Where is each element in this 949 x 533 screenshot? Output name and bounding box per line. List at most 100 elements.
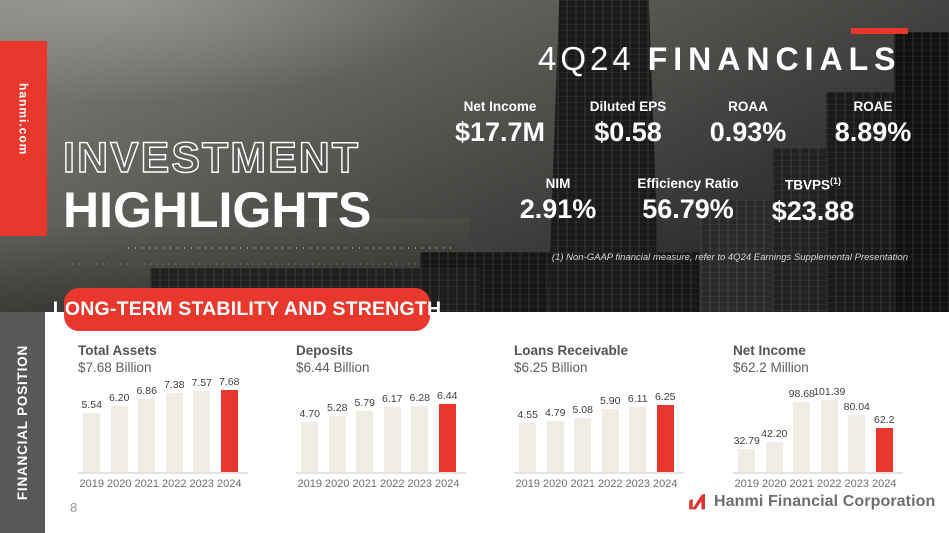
year-label: 2022 bbox=[817, 478, 842, 490]
year-label: 2019 bbox=[79, 478, 104, 490]
bar-cell: 6.25 bbox=[652, 391, 680, 472]
bar bbox=[383, 407, 401, 472]
chart-title: Deposits bbox=[296, 343, 354, 358]
year-label: 2021 bbox=[789, 478, 814, 490]
bar bbox=[793, 402, 811, 472]
bar bbox=[165, 393, 183, 472]
stat-net-income: Net Income $17.7M bbox=[455, 99, 545, 148]
company-logo: Hanmi Financial Corporation bbox=[687, 491, 935, 512]
bar-cell: 5.28 bbox=[324, 402, 352, 472]
year-label: 2023 bbox=[625, 478, 650, 490]
bar-value-label: 6.17 bbox=[382, 393, 403, 405]
bar-value-label: 5.28 bbox=[327, 402, 348, 414]
year-axis: 2019 2020 2021 2022 2023 2024 bbox=[78, 478, 248, 490]
title-label: FINANCIALS bbox=[647, 41, 902, 77]
bar-value-label: 6.86 bbox=[136, 385, 157, 397]
stat-label: ROAA bbox=[728, 99, 768, 114]
stat-value: 8.89% bbox=[834, 117, 912, 147]
stat-efficiency-ratio: Efficiency Ratio 56.79% bbox=[637, 176, 738, 225]
bar-cell: 7.57 bbox=[188, 377, 216, 472]
year-label: 2019 bbox=[734, 478, 759, 490]
stat-label: Diluted EPS bbox=[589, 99, 667, 114]
bar-area: 4.70 5.28 5.79 6.17 6.28 6.44 bbox=[296, 376, 466, 474]
year-label: 2022 bbox=[162, 478, 187, 490]
bar-value-label: 6.28 bbox=[409, 392, 430, 404]
bar bbox=[411, 406, 429, 472]
stat-label: ROAE bbox=[853, 99, 893, 114]
bar-cell: 7.68 bbox=[216, 376, 244, 472]
hero-heading: INVESTMENT HIGHLIGHTS bbox=[62, 135, 372, 239]
bar-value-label: 7.38 bbox=[164, 379, 185, 391]
bar bbox=[574, 418, 592, 472]
page-title: 4Q24 FINANCIALS bbox=[538, 40, 902, 78]
bar-cell: 5.54 bbox=[78, 399, 106, 472]
bar bbox=[875, 428, 893, 472]
bar bbox=[193, 391, 211, 472]
bar bbox=[848, 415, 866, 472]
bar bbox=[519, 423, 537, 472]
stat-value: $17.7M bbox=[454, 117, 546, 147]
bar-cell: 80.04 bbox=[843, 401, 871, 472]
year-label: 2020 bbox=[107, 478, 132, 490]
stat-tbvps: TBVPS(1) $23.88 bbox=[772, 176, 855, 227]
bar bbox=[546, 421, 564, 472]
year-axis: 2019 2020 2021 2022 2023 2024 bbox=[514, 478, 684, 490]
bar-value-label: 7.68 bbox=[219, 376, 240, 388]
year-label: 2020 bbox=[325, 478, 350, 490]
bar-value-label: 5.90 bbox=[600, 395, 621, 407]
stat-roaa: ROAA 0.93% bbox=[710, 99, 787, 148]
bar-cell: 6.86 bbox=[133, 385, 161, 472]
building-silhouette bbox=[894, 32, 949, 312]
bar bbox=[138, 399, 156, 472]
bar-value-label: 42.20 bbox=[761, 428, 788, 440]
bar-value-label: 62.2 bbox=[874, 414, 895, 426]
year-axis: 2019 2020 2021 2022 2023 2024 bbox=[296, 478, 466, 490]
stat-diluted-eps: Diluted EPS $0.58 bbox=[590, 99, 667, 148]
footnote-marker: (1) bbox=[830, 176, 841, 186]
year-label: 2019 bbox=[515, 478, 540, 490]
bar bbox=[656, 405, 674, 472]
bar bbox=[765, 442, 783, 472]
stat-value: $23.88 bbox=[771, 195, 855, 226]
bar-value-label: 4.70 bbox=[299, 408, 320, 420]
stat-label: Net Income bbox=[463, 99, 537, 114]
year-label: 2024 bbox=[435, 478, 460, 490]
chart-title: Net Income bbox=[733, 343, 806, 358]
bar-value-label: 32.79 bbox=[733, 435, 760, 447]
bar-value-label: 6.11 bbox=[627, 393, 648, 405]
bar-cell: 5.08 bbox=[569, 404, 597, 472]
bar bbox=[220, 390, 238, 472]
year-axis: 2019 2020 2021 2022 2023 2024 bbox=[733, 478, 903, 490]
hero-line-highlights: HIGHLIGHTS bbox=[63, 182, 372, 239]
bar-cell: 101.39 bbox=[813, 386, 845, 472]
year-label: 2024 bbox=[217, 478, 242, 490]
section-banner: LONG-TERM STABILITY AND STRENGTH bbox=[53, 288, 441, 331]
chart-subtitle: $6.25 Billion bbox=[514, 360, 588, 375]
year-label: 2023 bbox=[189, 478, 214, 490]
year-label: 2024 bbox=[872, 478, 897, 490]
bar-cell: 5.79 bbox=[351, 397, 379, 472]
chart-loans-receivable: Loans Receivable $6.25 Billion 4.55 4.79 5… bbox=[514, 342, 686, 490]
bar-value-label: 80.04 bbox=[843, 401, 870, 413]
year-label: 2022 bbox=[380, 478, 405, 490]
year-label: 2021 bbox=[570, 478, 595, 490]
bar bbox=[629, 407, 647, 472]
bar-cell: 6.44 bbox=[434, 390, 462, 472]
stat-value: 56.79% bbox=[642, 194, 734, 224]
bar bbox=[328, 416, 346, 472]
year-label: 2023 bbox=[844, 478, 869, 490]
bar-value-label: 4.79 bbox=[545, 407, 566, 419]
bar-cell: 4.70 bbox=[296, 408, 324, 472]
building-silhouette bbox=[700, 200, 778, 312]
bar-value-label: 7.57 bbox=[191, 377, 212, 389]
bar-cell: 6.11 bbox=[624, 393, 652, 472]
website-label: hanmi.com bbox=[16, 83, 31, 156]
bar-area: 32.79 42.20 98.68 101.39 80.04 62.2 bbox=[733, 376, 903, 474]
page-number: 8 bbox=[70, 500, 78, 515]
bar-cell: 7.38 bbox=[161, 379, 189, 472]
shoreline-lights bbox=[60, 263, 444, 265]
bar-cell: 4.55 bbox=[514, 409, 542, 472]
chart-net-income: Net Income $62.2 Million 32.79 42.20 98.68… bbox=[733, 342, 905, 490]
chart-deposits: Deposits $6.44 Billion 4.70 5.28 5.79 6.17 6… bbox=[296, 342, 468, 490]
quarter-label: 4Q24 bbox=[538, 40, 635, 77]
